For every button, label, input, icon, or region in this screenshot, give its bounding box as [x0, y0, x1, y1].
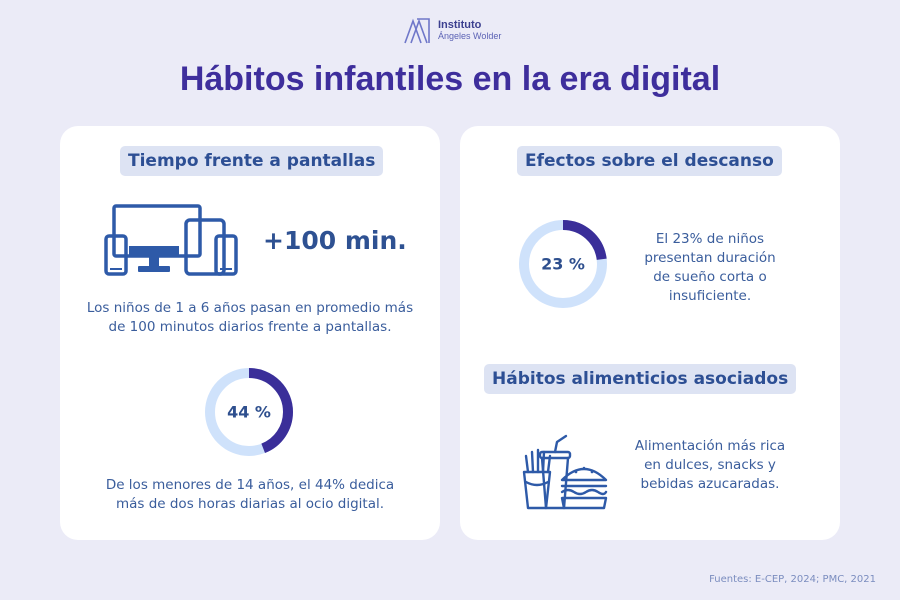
rest-heading: Efectos sobre el descanso — [517, 146, 782, 176]
sleep-donut-chart: 23 % — [517, 218, 609, 310]
devices-icon — [104, 204, 238, 276]
screen-time-text: Los niños de 1 a 6 años pasan en promedi… — [86, 300, 414, 335]
fast-food-icon — [522, 434, 608, 510]
leisure-donut-label: 44 % — [227, 402, 271, 422]
screen-time-card: Tiempo frente a pantallas +100 min. Los … — [60, 126, 440, 540]
logo-mark-icon — [404, 18, 430, 44]
institute-logo: Instituto Ángeles Wolder — [402, 16, 501, 46]
donut-value-arc — [519, 220, 607, 308]
page-title: Hábitos infantiles en la era digital — [179, 60, 721, 98]
screen-time-stat: +100 min. — [263, 226, 407, 255]
sleep-text: El 23% de niños presentan duración de su… — [644, 231, 776, 304]
donut-value-arc — [205, 368, 293, 456]
logo-line-1: Instituto — [438, 19, 482, 31]
sleep-donut-label: 23 % — [541, 254, 585, 274]
leisure-donut-chart: 44 % — [203, 366, 295, 458]
logo-line-2: Ángeles Wolder — [438, 31, 502, 41]
screen-time-heading: Tiempo frente a pantallas — [120, 146, 384, 176]
effects-card: Efectos sobre el descanso 23 % El 23% de… — [460, 126, 840, 540]
leisure-text: De los menores de 14 años, el 44% dedica… — [105, 477, 395, 512]
sources-note: Fuentes: E-CEP, 2024; PMC, 2021 — [709, 574, 876, 585]
food-text: Alimentación más rica en dulces, snacks … — [634, 438, 786, 492]
food-heading: Hábitos alimenticios asociados — [484, 364, 797, 394]
